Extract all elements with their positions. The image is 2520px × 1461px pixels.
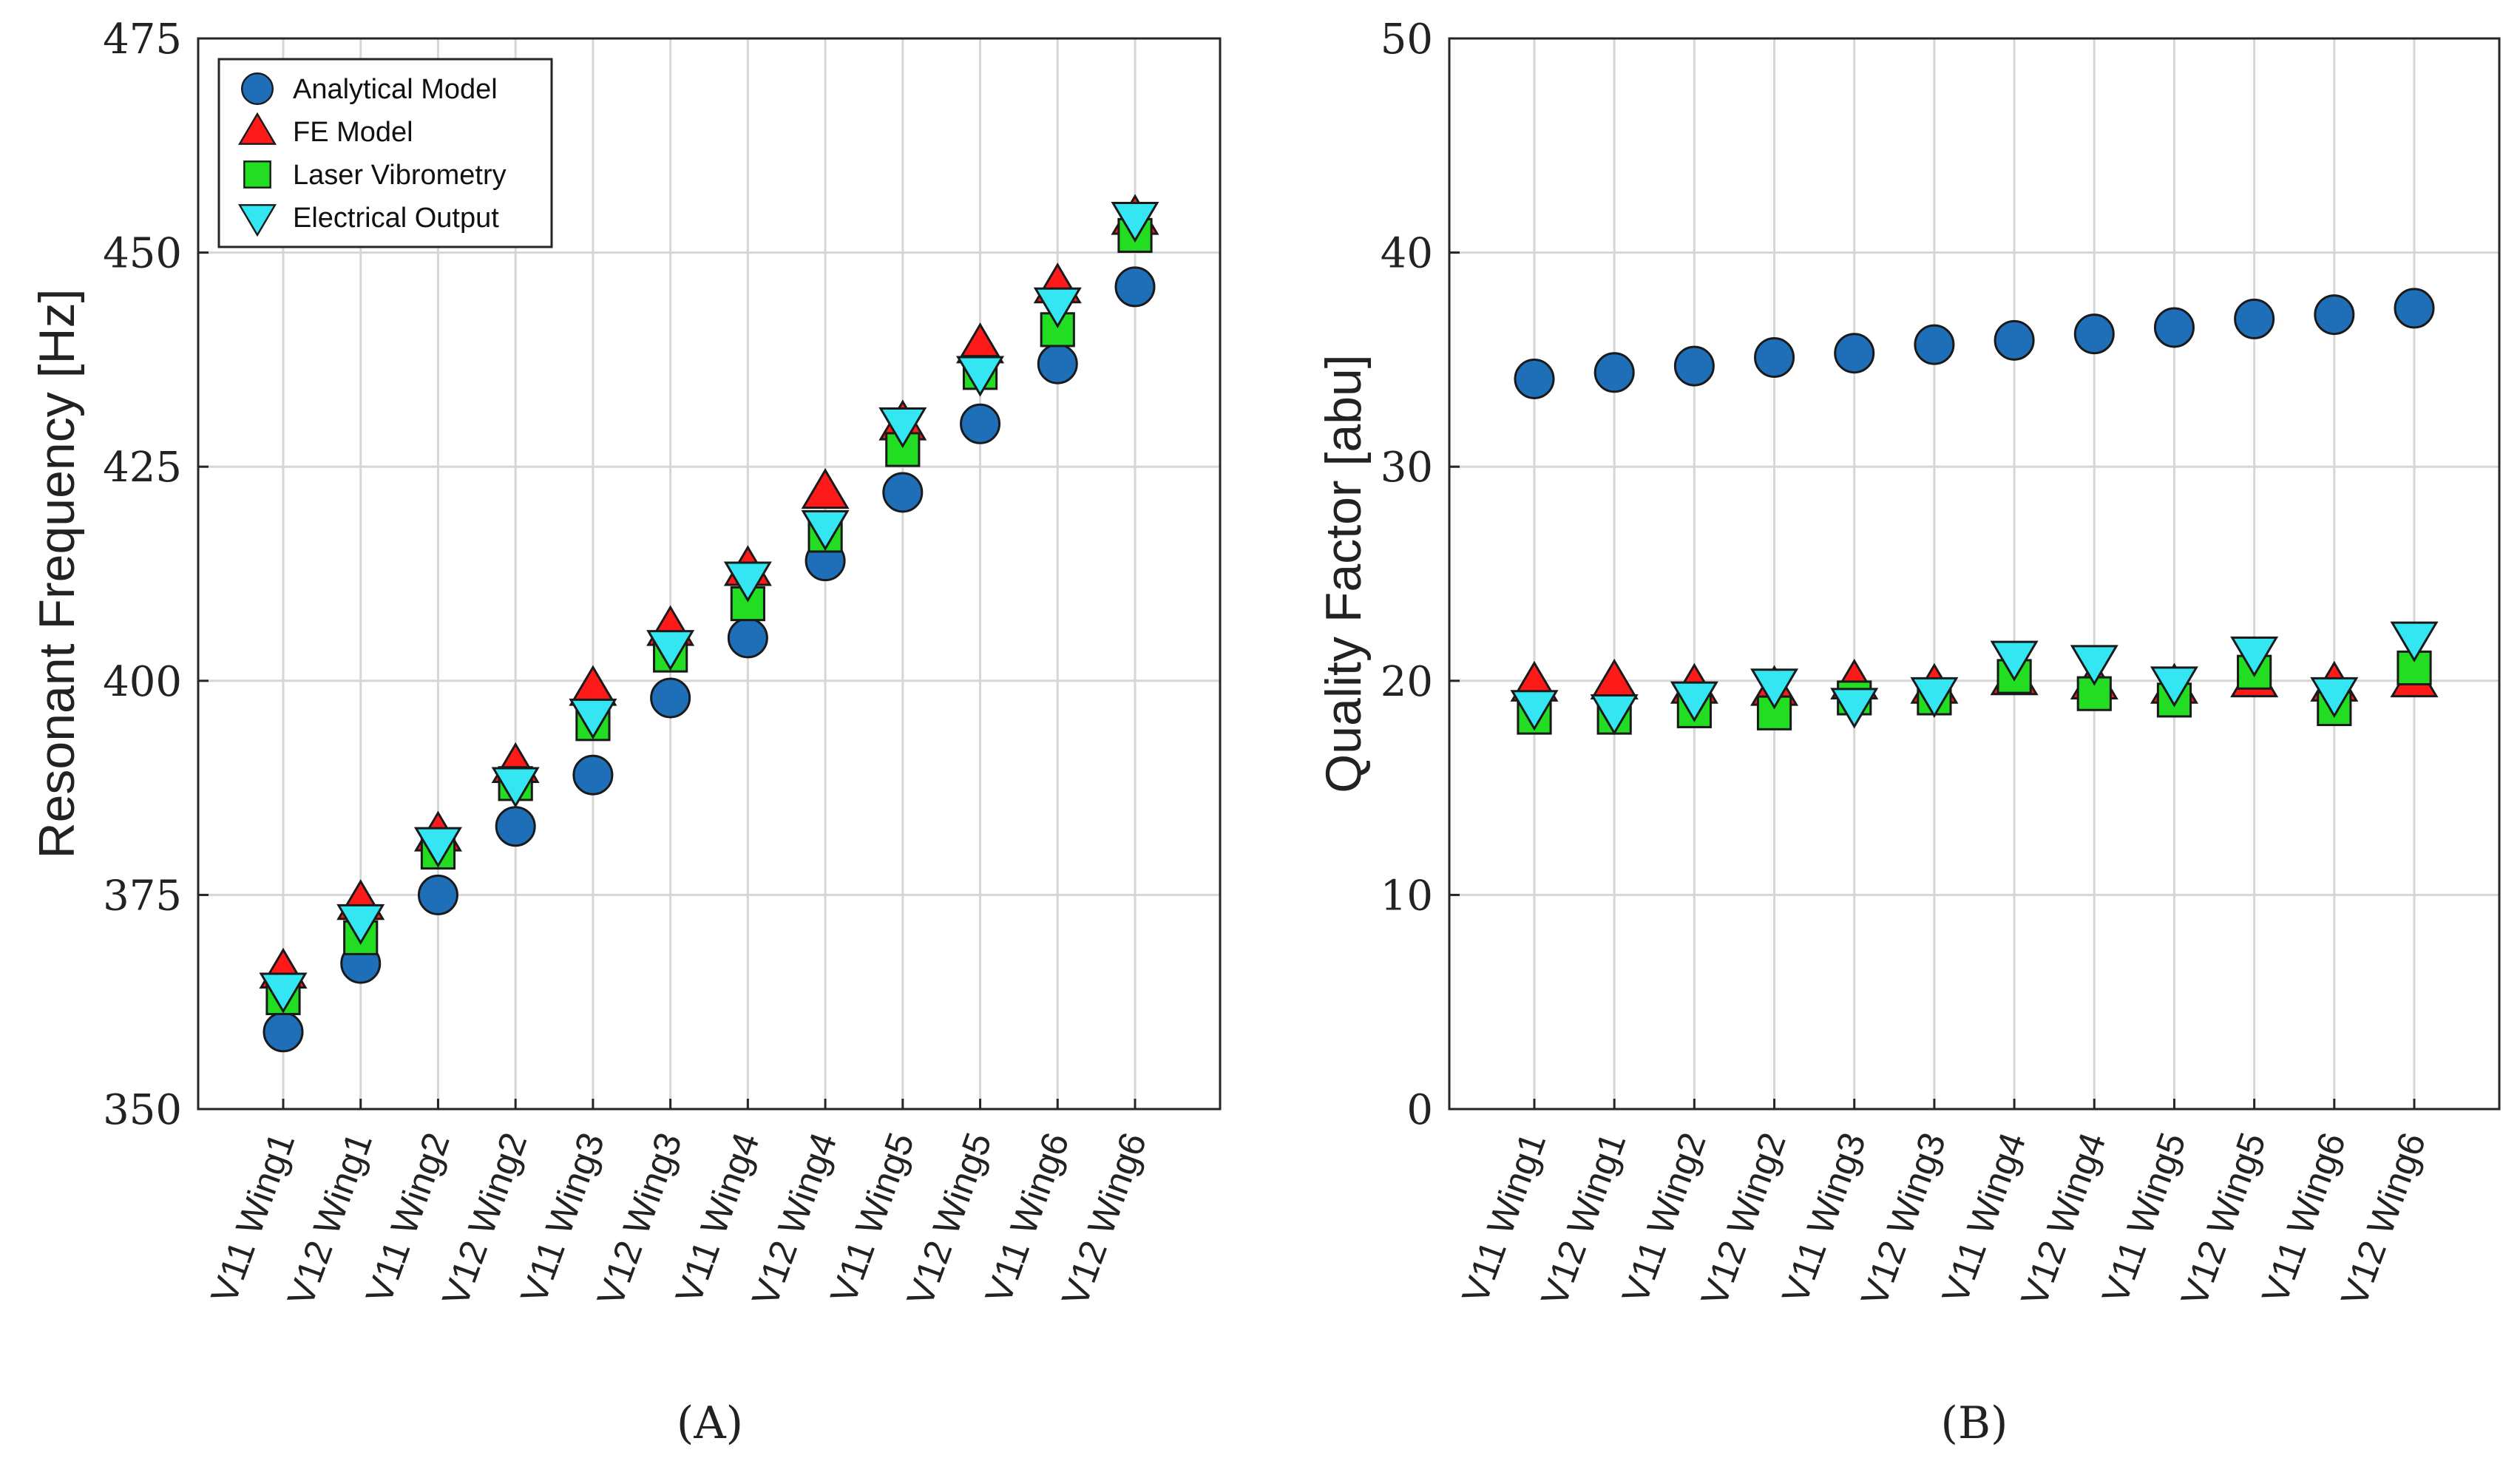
electrical-point xyxy=(1990,640,2039,682)
analytical-point xyxy=(2153,307,2195,348)
analytical-point xyxy=(1754,337,1795,379)
legend-box xyxy=(217,58,553,248)
analytical-point xyxy=(1514,358,1555,399)
electrical-point xyxy=(2070,645,2118,686)
legend-marker-fe xyxy=(237,112,277,145)
electrical-point xyxy=(1590,694,1639,736)
electrical-point xyxy=(336,904,385,946)
legend-label-laser: Laser Vibrometry xyxy=(293,160,507,191)
analytical-point xyxy=(1037,343,1078,384)
analytical-point xyxy=(1834,333,1875,374)
legend-marker-electrical xyxy=(237,204,277,237)
analytical-point xyxy=(960,403,1001,444)
electrical-point xyxy=(956,356,1005,397)
y-tick-label: 20 xyxy=(1381,658,1433,706)
analytical-point xyxy=(650,677,691,719)
analytical-point xyxy=(1994,319,2035,361)
analytical-point xyxy=(1673,345,1715,387)
fe-point xyxy=(1590,658,1639,699)
electrical-point xyxy=(259,972,308,1014)
y-tick-label: 375 xyxy=(103,872,182,920)
y-ticks-a: 350 375 400 425 450 475 xyxy=(103,16,1137,1134)
legend-marker-laser xyxy=(243,160,271,189)
analytical-point xyxy=(2394,288,2435,329)
y-tick-label: 40 xyxy=(1381,230,1433,278)
y-tick-label: 0 xyxy=(1406,1086,1433,1134)
analytical-point xyxy=(1914,324,1955,365)
y-tick-label: 30 xyxy=(1381,444,1433,492)
analytical-point xyxy=(417,874,458,915)
electrical-point xyxy=(1830,688,1879,729)
markers-a xyxy=(259,194,1159,1053)
analytical-point xyxy=(1114,266,1156,308)
electrical-point xyxy=(2230,636,2279,678)
laser-point xyxy=(730,586,765,622)
analytical-point xyxy=(495,806,536,847)
panel-caption-a: (A) xyxy=(677,1397,743,1449)
electrical-point xyxy=(1510,690,1559,731)
analytical-point xyxy=(572,754,614,796)
legend-marker-analytical xyxy=(241,72,274,106)
y-axis-label-a: Resonant Frequency [Hz] xyxy=(29,288,85,858)
grid-b xyxy=(1449,37,2499,1111)
electrical-point xyxy=(2310,677,2359,719)
fe-point xyxy=(801,468,850,509)
electrical-point xyxy=(1111,201,1159,243)
analytical-point xyxy=(727,617,768,659)
y-tick-label: 425 xyxy=(103,444,182,492)
analytical-point xyxy=(1593,352,1635,393)
electrical-point xyxy=(569,698,617,739)
electrical-point xyxy=(878,407,927,449)
legend-label-fe: FE Model xyxy=(293,117,413,148)
y-ticks-b: 0 10 20 30 40 50 xyxy=(1381,16,2416,1134)
y-tick-label: 10 xyxy=(1381,872,1433,920)
y-tick-label: 50 xyxy=(1381,16,1433,64)
electrical-point xyxy=(1670,681,1718,722)
electrical-point xyxy=(491,767,540,808)
electrical-point xyxy=(1910,677,1959,719)
electrical-point xyxy=(1750,668,1799,710)
laser-point xyxy=(2397,650,2432,686)
y-tick-label: 475 xyxy=(103,16,182,64)
y-tick-label: 400 xyxy=(103,658,182,706)
electrical-point xyxy=(2390,621,2439,662)
legend: Analytical Model FE Model Laser Vibrometry… xyxy=(217,58,553,248)
electrical-point xyxy=(413,827,462,868)
markers-b xyxy=(1510,288,2439,736)
plot-frame-a xyxy=(197,37,1222,1111)
legend-label-electrical: Electrical Output xyxy=(293,203,499,234)
electrical-point xyxy=(1033,287,1082,328)
y-tick-label: 350 xyxy=(103,1086,182,1134)
electrical-point xyxy=(2150,666,2198,708)
analytical-point xyxy=(2234,298,2275,339)
analytical-point xyxy=(262,1011,304,1053)
analytical-point xyxy=(2073,313,2115,355)
panel-caption-b: (B) xyxy=(1941,1397,2008,1449)
analytical-point xyxy=(2314,294,2355,336)
electrical-point xyxy=(646,630,695,671)
legend-label-analytical: Analytical Model xyxy=(293,74,498,105)
y-tick-label: 450 xyxy=(103,230,182,278)
y-axis-label-b: Quality Factor [abu] xyxy=(1315,354,1372,793)
electrical-point xyxy=(723,561,772,603)
analytical-point xyxy=(882,472,924,513)
plot-frame-b xyxy=(1448,37,2501,1111)
electrical-point xyxy=(801,509,850,552)
